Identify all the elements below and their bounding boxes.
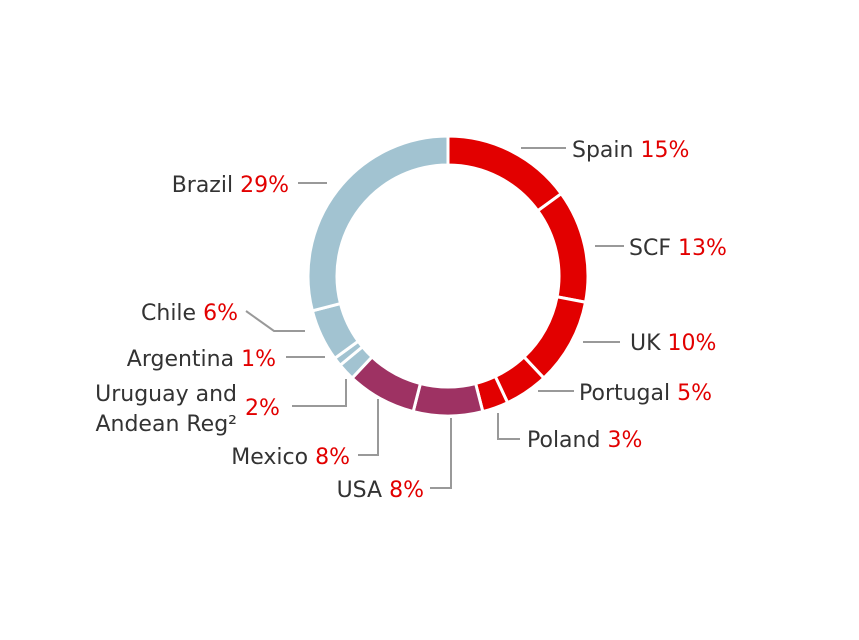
label-portugal: Portugal 5% <box>579 381 712 406</box>
label-usa: USA 8% <box>337 478 424 503</box>
label-chile: Chile 6% <box>141 301 238 326</box>
slice-brazil <box>306 134 450 313</box>
label-argentina: Argentina 1% <box>127 347 276 372</box>
label-uk: UK 10% <box>630 331 716 356</box>
label-scf: SCF 13% <box>629 236 727 261</box>
leader-uruguay <box>292 379 347 407</box>
leader-lines <box>245 147 624 489</box>
slice-labels: Spain 15% SCF 13% UK 10% Portugal 5% Pol… <box>95 138 727 503</box>
leader-poland <box>497 413 520 440</box>
donut-slices <box>306 134 590 418</box>
leader-mexico <box>358 399 379 456</box>
label-spain: Spain 15% <box>572 138 689 163</box>
label-mexico: Mexico 8% <box>231 445 350 470</box>
slice-scf <box>535 191 590 304</box>
label-uruguay-line1: Uruguay and <box>95 382 237 407</box>
leader-chile <box>245 310 305 332</box>
label-poland: Poland 3% <box>527 428 642 453</box>
slice-usa <box>411 381 485 418</box>
leader-usa <box>430 418 452 489</box>
label-uruguay-line2: Andean Reg² <box>95 412 237 437</box>
label-brazil: Brazil 29% <box>172 173 289 198</box>
label-uruguay-pct: 2% <box>245 396 280 421</box>
